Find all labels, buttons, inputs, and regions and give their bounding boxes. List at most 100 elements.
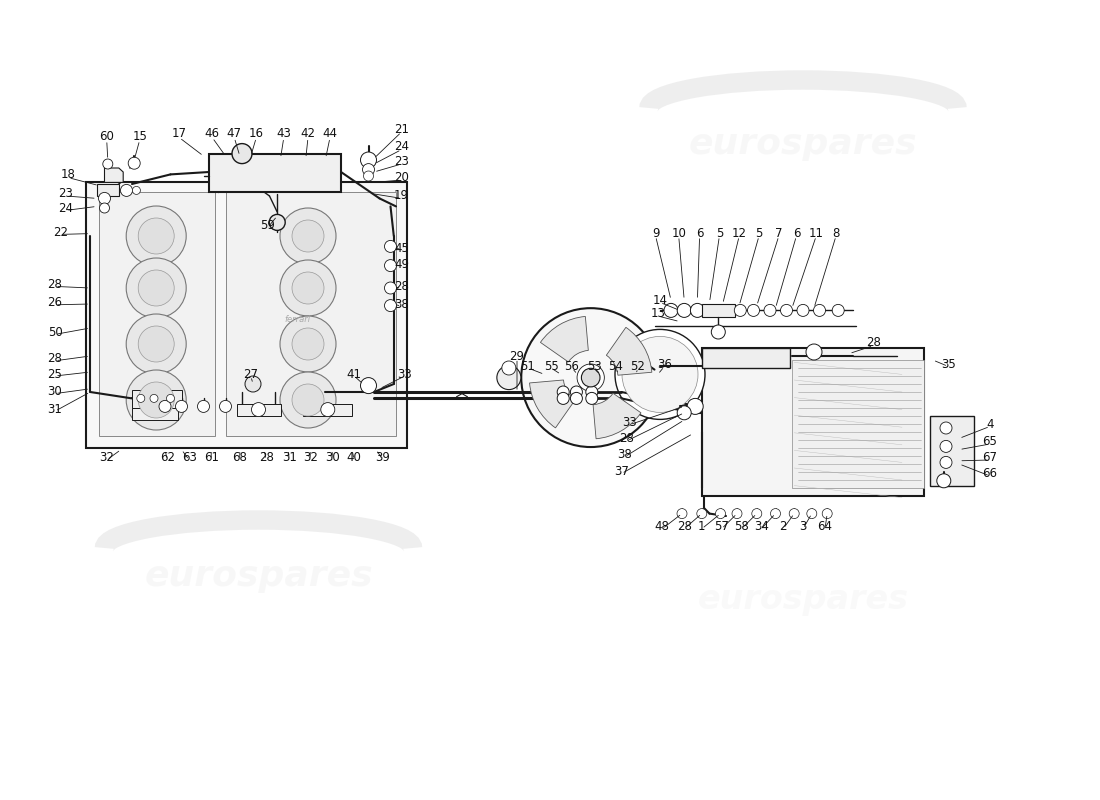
Circle shape bbox=[712, 325, 725, 339]
Circle shape bbox=[361, 378, 376, 394]
Wedge shape bbox=[540, 317, 589, 362]
Circle shape bbox=[678, 303, 691, 318]
Text: 51: 51 bbox=[520, 360, 536, 373]
Circle shape bbox=[789, 509, 800, 518]
Circle shape bbox=[937, 474, 950, 488]
Text: 39: 39 bbox=[375, 451, 390, 464]
Circle shape bbox=[385, 299, 396, 311]
Text: 21: 21 bbox=[394, 123, 409, 136]
Text: 56: 56 bbox=[564, 360, 580, 373]
Text: 55: 55 bbox=[543, 360, 559, 373]
Text: 30: 30 bbox=[324, 451, 340, 464]
Circle shape bbox=[806, 509, 817, 518]
Text: 38: 38 bbox=[394, 298, 409, 310]
Text: 23: 23 bbox=[394, 155, 409, 168]
Text: 65: 65 bbox=[982, 435, 998, 448]
Circle shape bbox=[129, 157, 140, 169]
Text: 28: 28 bbox=[619, 432, 635, 445]
Polygon shape bbox=[702, 304, 735, 317]
Polygon shape bbox=[132, 390, 182, 408]
Circle shape bbox=[363, 163, 374, 175]
Text: ferrari: ferrari bbox=[284, 315, 310, 325]
Circle shape bbox=[385, 259, 396, 272]
Text: 22: 22 bbox=[53, 226, 68, 238]
Circle shape bbox=[126, 206, 186, 266]
Circle shape bbox=[361, 152, 376, 168]
Text: 23: 23 bbox=[58, 187, 74, 200]
Text: 19: 19 bbox=[394, 190, 409, 202]
Text: 27: 27 bbox=[243, 368, 258, 381]
Text: 53: 53 bbox=[586, 360, 602, 373]
Circle shape bbox=[715, 509, 726, 518]
Text: 34: 34 bbox=[754, 520, 769, 533]
Polygon shape bbox=[930, 416, 974, 486]
Text: 5: 5 bbox=[756, 227, 762, 240]
Text: 45: 45 bbox=[394, 242, 409, 254]
Circle shape bbox=[770, 509, 781, 518]
Text: 9: 9 bbox=[652, 227, 659, 240]
Circle shape bbox=[940, 456, 952, 468]
Circle shape bbox=[363, 171, 374, 181]
Circle shape bbox=[833, 304, 844, 316]
Text: 50: 50 bbox=[47, 326, 63, 338]
Circle shape bbox=[735, 304, 746, 316]
Text: 40: 40 bbox=[346, 451, 362, 464]
Circle shape bbox=[582, 368, 600, 387]
Circle shape bbox=[940, 422, 952, 434]
Circle shape bbox=[292, 220, 324, 252]
Circle shape bbox=[220, 400, 231, 413]
Circle shape bbox=[139, 270, 174, 306]
Text: 31: 31 bbox=[282, 451, 297, 464]
Circle shape bbox=[270, 214, 285, 230]
Text: 11: 11 bbox=[808, 227, 824, 240]
Text: 38: 38 bbox=[617, 448, 632, 461]
Circle shape bbox=[139, 326, 174, 362]
Text: 3: 3 bbox=[800, 520, 806, 533]
Circle shape bbox=[126, 370, 186, 430]
Text: 28: 28 bbox=[47, 352, 63, 365]
Text: 7: 7 bbox=[776, 227, 782, 240]
Text: 28: 28 bbox=[394, 280, 409, 293]
Polygon shape bbox=[702, 348, 790, 368]
Circle shape bbox=[621, 336, 698, 413]
Text: 20: 20 bbox=[394, 171, 409, 184]
Text: 12: 12 bbox=[732, 227, 747, 240]
Text: 30: 30 bbox=[47, 386, 63, 398]
Text: 14: 14 bbox=[652, 294, 668, 306]
Text: 15: 15 bbox=[132, 130, 147, 142]
Text: 6: 6 bbox=[696, 227, 703, 240]
Text: 28: 28 bbox=[676, 520, 692, 533]
Polygon shape bbox=[86, 182, 407, 448]
Circle shape bbox=[99, 192, 110, 204]
Text: 32: 32 bbox=[99, 451, 114, 464]
Circle shape bbox=[150, 394, 158, 402]
Text: 36: 36 bbox=[657, 358, 672, 370]
Text: 28: 28 bbox=[866, 336, 881, 349]
Circle shape bbox=[160, 400, 170, 413]
Text: 35: 35 bbox=[940, 358, 956, 370]
Polygon shape bbox=[132, 408, 178, 420]
Circle shape bbox=[578, 364, 604, 391]
Circle shape bbox=[245, 376, 261, 392]
Circle shape bbox=[502, 361, 516, 375]
Circle shape bbox=[385, 282, 396, 294]
Polygon shape bbox=[226, 192, 396, 436]
Circle shape bbox=[280, 260, 336, 316]
Text: 24: 24 bbox=[394, 140, 409, 153]
Circle shape bbox=[521, 308, 660, 447]
Circle shape bbox=[280, 316, 336, 372]
Text: 46: 46 bbox=[205, 127, 220, 140]
Text: 61: 61 bbox=[204, 451, 219, 464]
Text: 41: 41 bbox=[346, 368, 362, 381]
Circle shape bbox=[139, 382, 174, 418]
Wedge shape bbox=[606, 327, 652, 375]
Circle shape bbox=[136, 394, 145, 402]
Circle shape bbox=[664, 303, 678, 318]
Circle shape bbox=[126, 258, 186, 318]
Text: eurospares: eurospares bbox=[697, 583, 909, 617]
Text: 8: 8 bbox=[833, 227, 839, 240]
Text: 33: 33 bbox=[397, 368, 412, 381]
Text: 28: 28 bbox=[258, 451, 274, 464]
Polygon shape bbox=[104, 168, 123, 182]
Text: 16: 16 bbox=[249, 127, 264, 140]
